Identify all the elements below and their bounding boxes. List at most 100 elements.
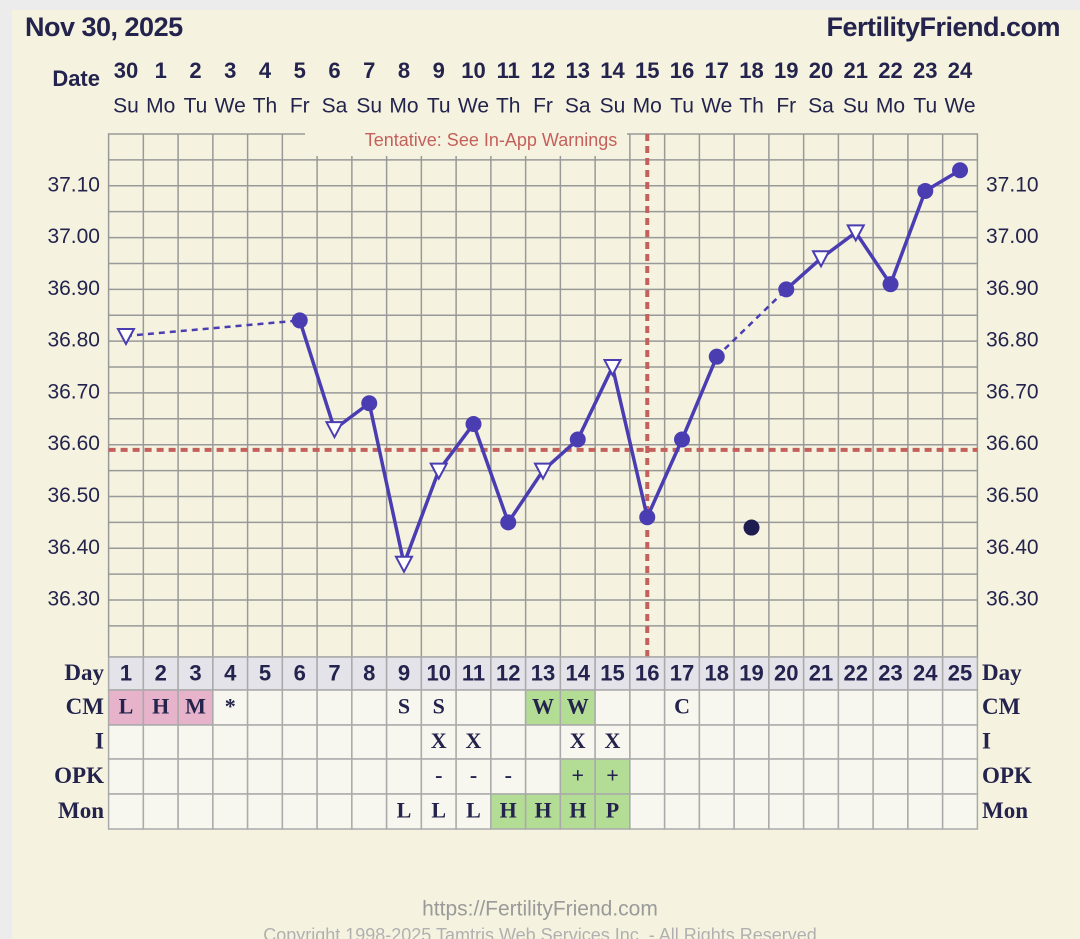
temp-point bbox=[778, 281, 795, 298]
row-label-right: OPK bbox=[982, 763, 1032, 788]
table-cell bbox=[524, 793, 562, 830]
x-tick-label: 7 bbox=[363, 58, 375, 83]
cell-text: S bbox=[433, 694, 445, 719]
table-cell bbox=[316, 689, 353, 726]
table-cell bbox=[629, 689, 666, 726]
y2-tick-label: 36.30 bbox=[986, 588, 1039, 611]
cell-text: H bbox=[152, 694, 169, 719]
day-number: 12 bbox=[496, 660, 520, 685]
day-number: 18 bbox=[705, 660, 729, 685]
temp-line bbox=[680, 355, 719, 441]
day-number: 11 bbox=[462, 660, 485, 685]
table-cell bbox=[316, 793, 353, 830]
table-cell bbox=[142, 758, 179, 795]
day-number: 20 bbox=[774, 660, 798, 685]
weekday-label: Mo bbox=[876, 95, 905, 118]
cell-text: S bbox=[398, 694, 410, 719]
table-cell bbox=[177, 724, 214, 760]
copyright: Copyright 1998-2025 Tamtris Web Services… bbox=[263, 925, 817, 939]
y2-tick-label: 36.80 bbox=[986, 329, 1039, 352]
temp-point bbox=[361, 395, 378, 412]
table-cell bbox=[351, 689, 388, 726]
table-cell bbox=[907, 793, 944, 830]
weekday-label: Sa bbox=[322, 95, 348, 118]
cell-text: X bbox=[431, 728, 447, 753]
table-cell bbox=[212, 793, 249, 830]
table-cell bbox=[907, 689, 944, 726]
day-number: 24 bbox=[913, 660, 938, 685]
x-tick-label: 6 bbox=[328, 58, 340, 83]
table-cell bbox=[907, 758, 944, 795]
table-cell bbox=[107, 793, 145, 830]
table-cell bbox=[142, 793, 179, 830]
day-number: 5 bbox=[259, 660, 271, 685]
day-cell bbox=[420, 656, 457, 691]
weekday-label: Tu bbox=[184, 95, 208, 118]
table-cell bbox=[837, 689, 874, 726]
table-cell bbox=[941, 793, 979, 830]
weekday-label: Fr bbox=[776, 95, 796, 118]
temp-point-open bbox=[394, 555, 414, 574]
row-label-right: CM bbox=[982, 694, 1021, 719]
table-cell bbox=[907, 724, 944, 760]
day-number: 6 bbox=[294, 660, 306, 685]
y-tick-label: 36.40 bbox=[47, 536, 100, 559]
cell-text: L bbox=[119, 694, 134, 719]
day-number: 7 bbox=[328, 660, 340, 685]
temp-line bbox=[645, 438, 684, 518]
day-number: 14 bbox=[566, 660, 591, 685]
x-tick-label: 22 bbox=[878, 58, 902, 83]
weekday-label: Su bbox=[113, 95, 139, 118]
table-cell bbox=[559, 689, 596, 726]
table-cell bbox=[351, 724, 388, 760]
cell-text: - bbox=[435, 763, 442, 788]
cell-text: H bbox=[534, 798, 551, 823]
day-number: 21 bbox=[809, 660, 833, 685]
table-cell bbox=[663, 724, 701, 760]
table-cell bbox=[246, 758, 284, 795]
temp-point-open bbox=[811, 250, 831, 269]
table-cell bbox=[837, 793, 874, 830]
day-number: 1 bbox=[120, 660, 132, 685]
table-cell bbox=[837, 758, 874, 795]
temp-line bbox=[715, 288, 788, 358]
table-cell bbox=[837, 724, 874, 760]
table-cell bbox=[768, 689, 805, 726]
table-cell bbox=[733, 689, 770, 726]
table-cell bbox=[420, 793, 457, 830]
cell-text: C bbox=[674, 694, 690, 719]
discarded-point bbox=[743, 519, 760, 536]
table-cell bbox=[698, 758, 735, 795]
y-tick-label: 37.10 bbox=[47, 173, 100, 196]
table-cell bbox=[698, 724, 735, 760]
grid bbox=[107, 132, 979, 658]
temp-point bbox=[465, 415, 482, 432]
table-cell bbox=[455, 689, 492, 726]
weekday-label: Fr bbox=[533, 95, 553, 118]
table-cell bbox=[246, 793, 284, 830]
table-cell bbox=[490, 724, 527, 760]
table-cell bbox=[107, 758, 145, 795]
table-cell bbox=[594, 689, 631, 726]
day-cell bbox=[907, 656, 944, 691]
table-cell bbox=[733, 758, 770, 795]
day-number: 15 bbox=[600, 660, 624, 685]
table-cell bbox=[629, 724, 666, 760]
row-label-right: Mon bbox=[982, 798, 1028, 823]
temp-point-open bbox=[429, 462, 449, 481]
cell-text: + bbox=[571, 763, 584, 788]
cell-text: X bbox=[570, 728, 586, 753]
table-cell bbox=[594, 724, 631, 760]
table-cell bbox=[663, 793, 701, 830]
table-cell bbox=[246, 689, 284, 726]
day-cell bbox=[455, 656, 492, 691]
x-tick-label: 12 bbox=[531, 58, 555, 83]
y-tick-label: 36.30 bbox=[47, 588, 100, 611]
cell-text: H bbox=[569, 798, 586, 823]
y2-tick-label: 36.90 bbox=[986, 277, 1039, 300]
temp-line bbox=[576, 366, 615, 441]
table-cell bbox=[629, 793, 666, 830]
y2-tick-label: 37.00 bbox=[986, 225, 1039, 248]
table-cell bbox=[420, 724, 457, 760]
